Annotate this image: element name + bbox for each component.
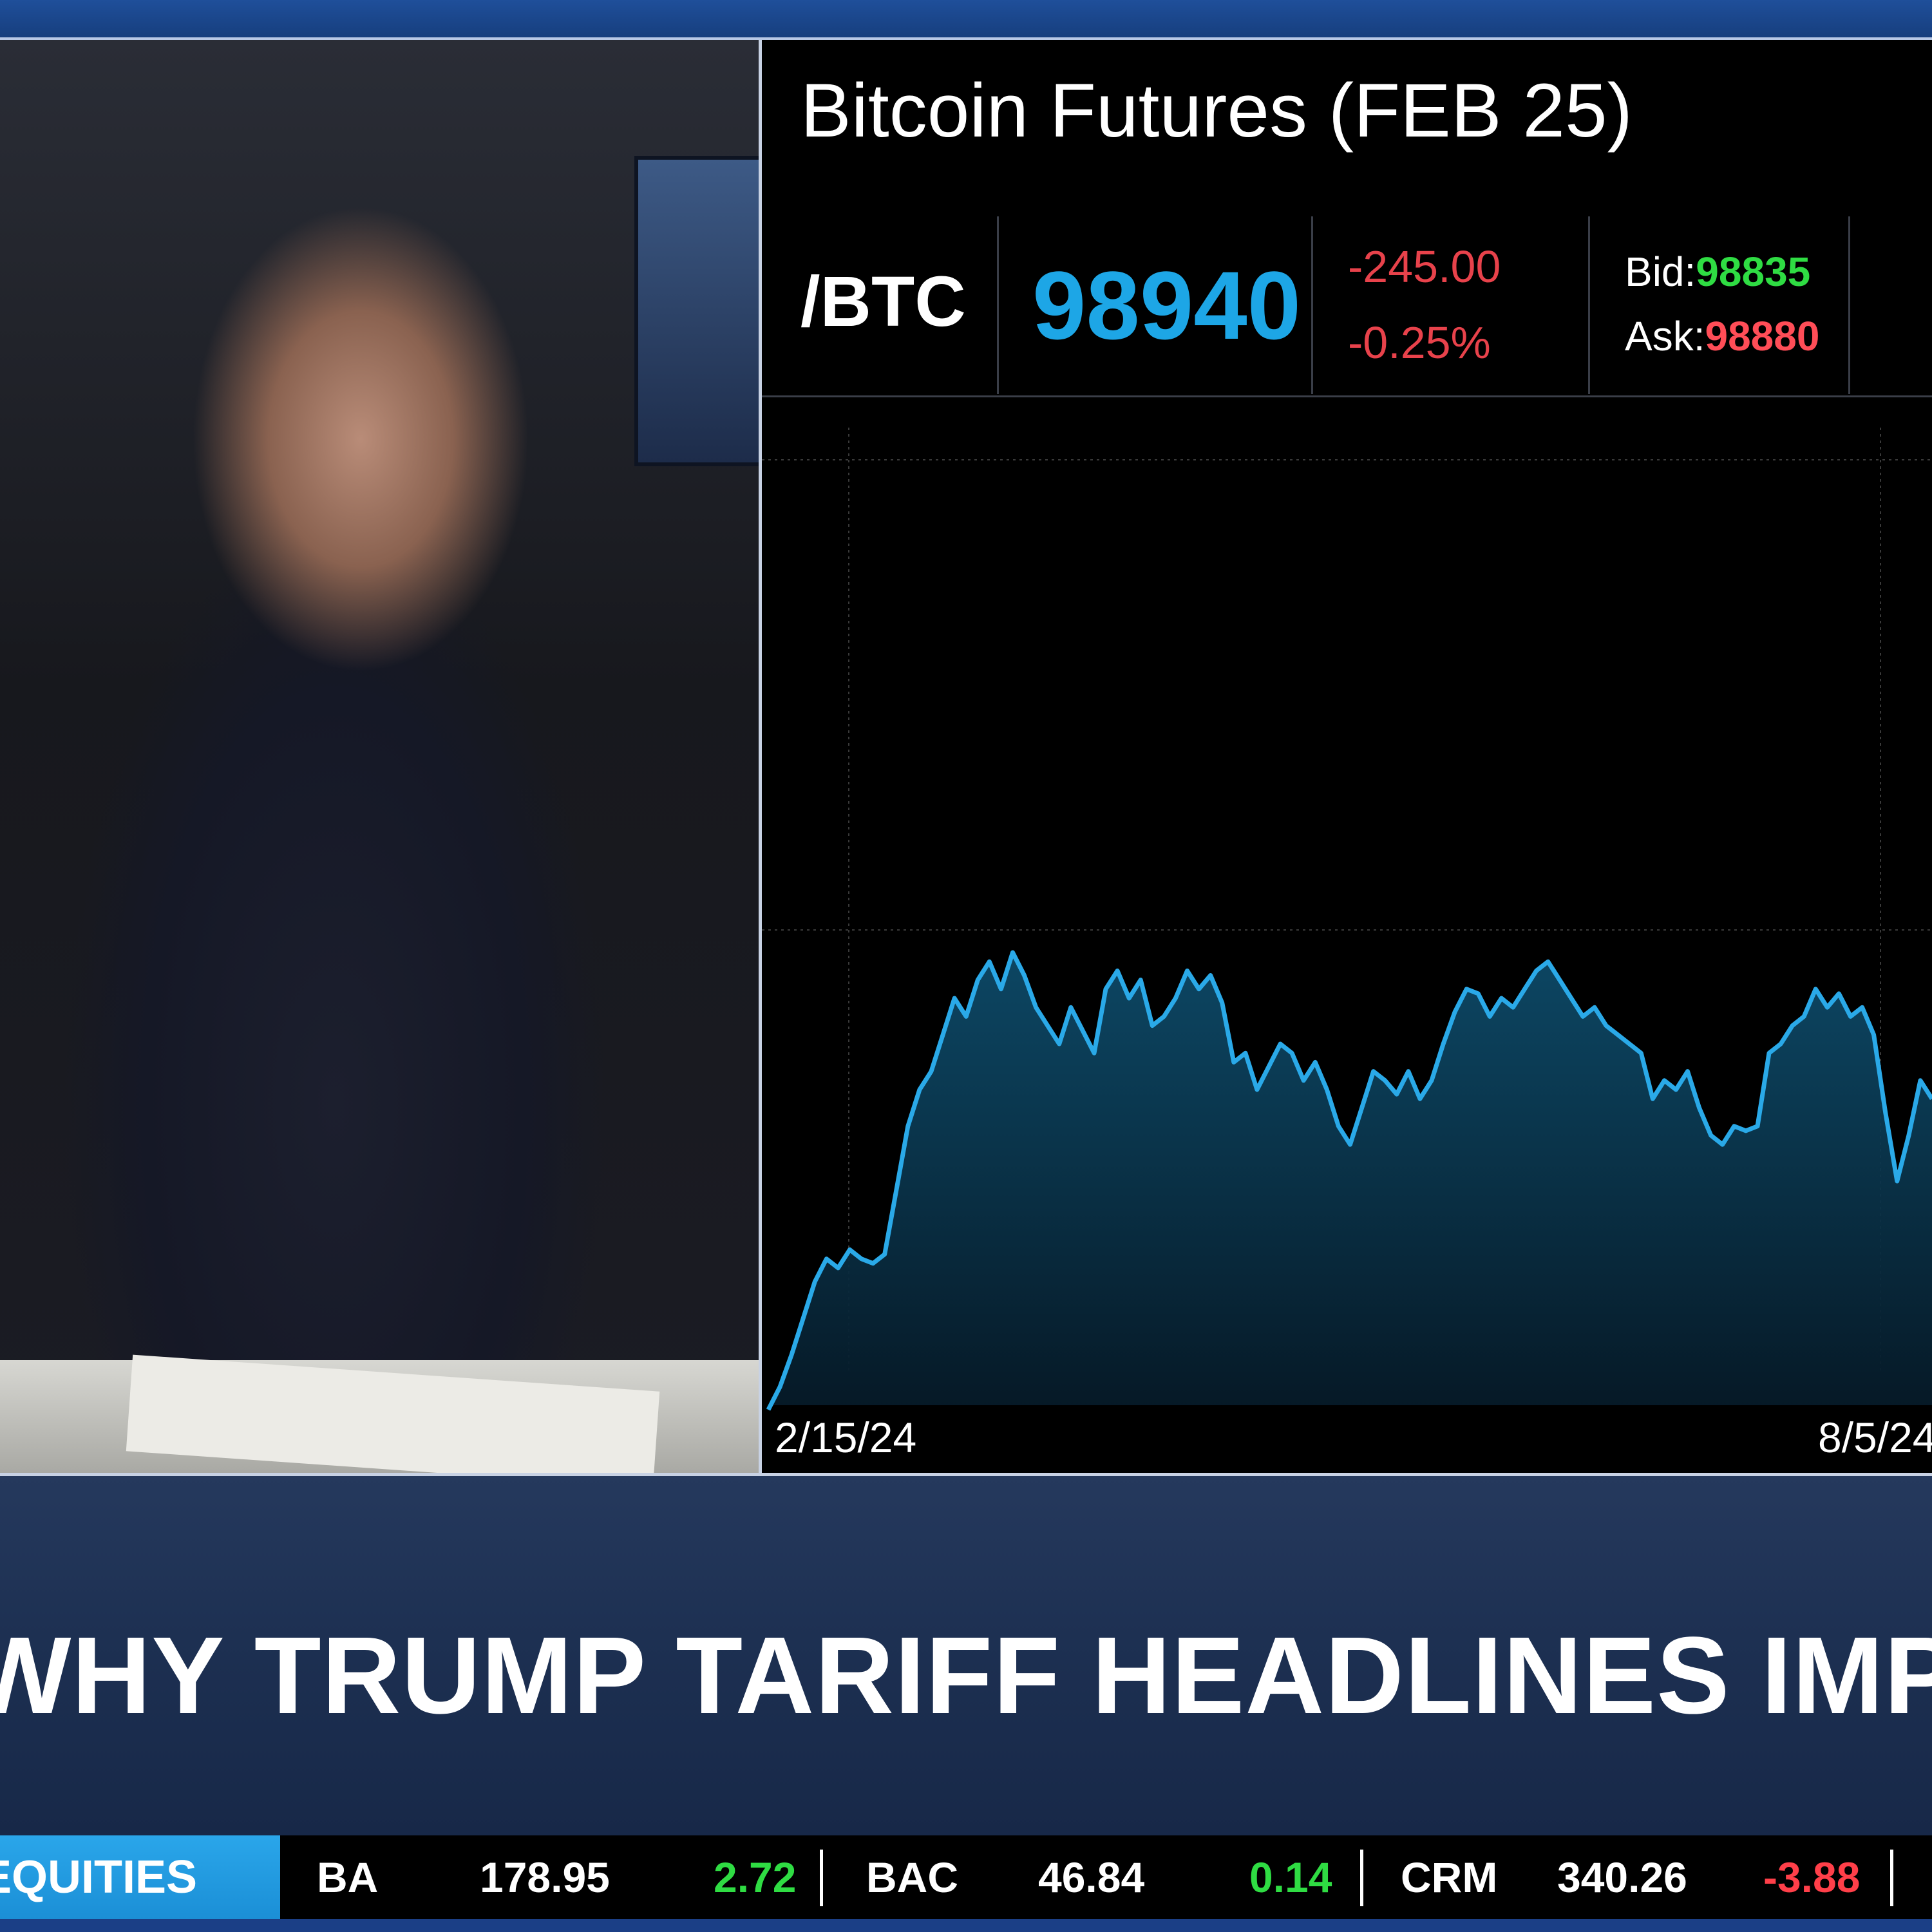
x-tick-label-2: 8/5/24 xyxy=(1818,1414,1932,1461)
bid-value: 98835 xyxy=(1696,249,1811,295)
quote-row: /BTC 98940 -245.00 -0.25% Bid:98835 Ask:… xyxy=(762,176,1932,397)
ticker-bottom-strip xyxy=(0,1919,1932,1932)
symbol-label: /BTC xyxy=(800,262,966,341)
stock-ticker: EQUITIES BA 178.95 2.72 BAC 46.84 0.14 C… xyxy=(0,1835,1932,1919)
ask-quote: Ask:98880 xyxy=(1625,310,1819,362)
ticker-price: 340.26 xyxy=(1557,1853,1687,1901)
ticker-price: 178.95 xyxy=(480,1853,610,1901)
last-price-cell xyxy=(999,216,1313,394)
ticker-separator xyxy=(1890,1850,1893,1906)
ticker-symbol: BAC xyxy=(866,1853,958,1901)
ticker-symbol: BA xyxy=(317,1853,379,1901)
net-change: -245.00 xyxy=(1348,242,1501,292)
ticker-change: 0.14 xyxy=(1249,1853,1332,1901)
ticker-change: 2.72 xyxy=(714,1853,797,1901)
ask-value: 98880 xyxy=(1705,313,1820,359)
ticker-category-tab: EQUITIES xyxy=(0,1835,280,1919)
ticker-category-label: EQUITIES xyxy=(0,1852,198,1903)
ask-label: Ask: xyxy=(1625,313,1705,359)
ticker-symbol: CRM xyxy=(1401,1853,1498,1901)
ticker-separator xyxy=(820,1850,823,1906)
futures-chart-panel: Bitcoin Futures (FEB 25) /BTC 98940 -245… xyxy=(759,40,1932,1473)
headline-text: WHY TRUMP TARIFF HEADLINES IMPACTED xyxy=(0,1615,1932,1737)
change-cell xyxy=(1313,216,1590,394)
chart-title: Bitcoin Futures (FEB 25) xyxy=(800,68,1633,153)
percent-change: -0.25% xyxy=(1348,317,1491,368)
background-monitor xyxy=(634,156,759,466)
bid-ask-cell xyxy=(1590,216,1850,394)
last-price: 98940 xyxy=(1032,251,1302,359)
bid-label: Bid: xyxy=(1625,249,1696,295)
ticker-change: -3.88 xyxy=(1763,1853,1861,1901)
ticker-separator xyxy=(1360,1850,1363,1906)
ticker-price: 46.84 xyxy=(1038,1853,1145,1901)
top-border-strip xyxy=(0,0,1932,40)
presenter-video-feed xyxy=(0,40,759,1473)
price-line xyxy=(766,950,1932,1411)
symbol-cell xyxy=(762,216,999,394)
bid-quote: Bid:98835 xyxy=(1625,246,1810,298)
lower-third-banner: WHY TRUMP TARIFF HEADLINES IMPACTED xyxy=(0,1473,1932,1835)
price-area-fill xyxy=(768,952,1932,1410)
x-tick-label-1: 2/15/24 xyxy=(775,1414,917,1461)
price-area-chart xyxy=(762,428,1932,1411)
